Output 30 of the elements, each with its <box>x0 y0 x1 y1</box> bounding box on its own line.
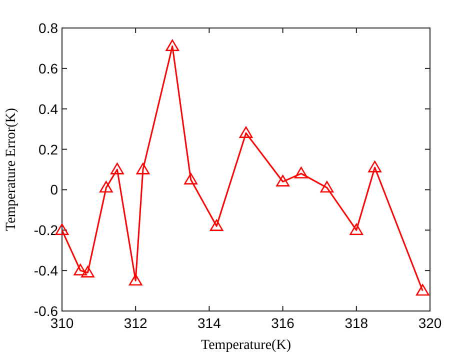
x-axis-title: Temperature(K) <box>201 338 292 353</box>
y-tick-label: -0.2 <box>34 222 58 238</box>
x-tick-label: 318 <box>344 315 368 331</box>
point <box>320 181 334 193</box>
y-tick-label: 0.4 <box>38 100 58 117</box>
point <box>110 162 124 174</box>
x-tick-label: 316 <box>271 315 295 331</box>
y-tick-label: -0.4 <box>34 262 58 279</box>
point <box>136 162 150 174</box>
point <box>166 40 180 52</box>
y-axis-title: Temperature Error(K) <box>4 108 19 232</box>
point <box>74 264 88 276</box>
point <box>100 181 113 193</box>
point <box>184 172 198 184</box>
x-tick-label: 312 <box>124 315 148 331</box>
point <box>276 174 290 186</box>
x-tick-label: 314 <box>198 315 222 331</box>
point <box>294 166 308 178</box>
point <box>416 284 430 296</box>
point <box>350 223 364 235</box>
y-tick-label: 0 <box>50 182 58 198</box>
y-tick-label: 0.8 <box>38 20 58 36</box>
point <box>128 274 142 286</box>
y-tick-label: 0.6 <box>38 60 58 76</box>
point <box>239 126 253 138</box>
point <box>81 266 94 278</box>
x-tick-label: 320 <box>418 315 442 331</box>
y-tick-label: 0.2 <box>38 141 58 158</box>
point <box>210 219 224 231</box>
point <box>368 160 382 172</box>
